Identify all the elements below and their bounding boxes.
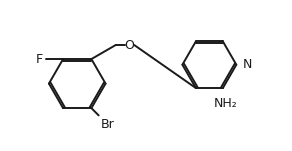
Text: F: F bbox=[36, 53, 43, 66]
Text: N: N bbox=[242, 58, 252, 71]
Text: O: O bbox=[125, 39, 135, 51]
Text: Br: Br bbox=[101, 117, 114, 131]
Text: NH₂: NH₂ bbox=[214, 97, 237, 110]
